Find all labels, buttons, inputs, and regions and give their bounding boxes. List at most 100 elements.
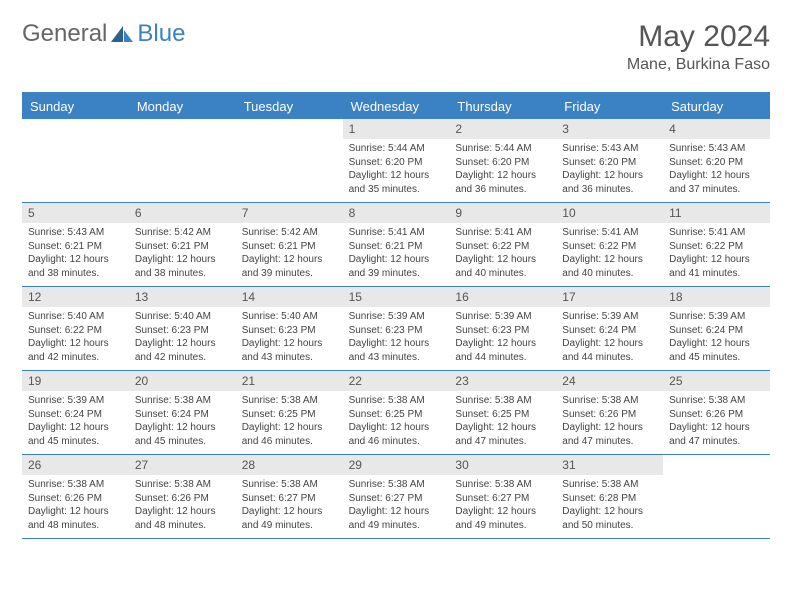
day-details: Sunrise: 5:41 AMSunset: 6:22 PMDaylight:…	[449, 223, 556, 286]
day-number: 7	[236, 203, 343, 223]
day-details: Sunrise: 5:38 AMSunset: 6:27 PMDaylight:…	[236, 475, 343, 538]
day-details: Sunrise: 5:44 AMSunset: 6:20 PMDaylight:…	[343, 139, 450, 202]
day-number: 22	[343, 371, 450, 391]
day-header: Monday	[129, 94, 236, 119]
day-cell: 4Sunrise: 5:43 AMSunset: 6:20 PMDaylight…	[663, 119, 770, 202]
day-cell: 28Sunrise: 5:38 AMSunset: 6:27 PMDayligh…	[236, 455, 343, 538]
week-row: 1Sunrise: 5:44 AMSunset: 6:20 PMDaylight…	[22, 119, 770, 203]
day-cell: 18Sunrise: 5:39 AMSunset: 6:24 PMDayligh…	[663, 287, 770, 370]
day-number: 21	[236, 371, 343, 391]
day-number: 26	[22, 455, 129, 475]
day-cell: 24Sunrise: 5:38 AMSunset: 6:26 PMDayligh…	[556, 371, 663, 454]
day-number: 17	[556, 287, 663, 307]
day-number: 5	[22, 203, 129, 223]
day-details: Sunrise: 5:38 AMSunset: 6:26 PMDaylight:…	[129, 475, 236, 538]
day-details: Sunrise: 5:38 AMSunset: 6:25 PMDaylight:…	[343, 391, 450, 454]
week-row: 12Sunrise: 5:40 AMSunset: 6:22 PMDayligh…	[22, 287, 770, 371]
day-cell: 13Sunrise: 5:40 AMSunset: 6:23 PMDayligh…	[129, 287, 236, 370]
day-cell: 21Sunrise: 5:38 AMSunset: 6:25 PMDayligh…	[236, 371, 343, 454]
day-cell: 9Sunrise: 5:41 AMSunset: 6:22 PMDaylight…	[449, 203, 556, 286]
day-cell: 7Sunrise: 5:42 AMSunset: 6:21 PMDaylight…	[236, 203, 343, 286]
day-number: 15	[343, 287, 450, 307]
day-details: Sunrise: 5:40 AMSunset: 6:23 PMDaylight:…	[236, 307, 343, 370]
logo-text-blue: Blue	[137, 20, 185, 48]
day-number: 29	[343, 455, 450, 475]
day-cell: 25Sunrise: 5:38 AMSunset: 6:26 PMDayligh…	[663, 371, 770, 454]
day-cell: 15Sunrise: 5:39 AMSunset: 6:23 PMDayligh…	[343, 287, 450, 370]
day-headers-row: Sunday Monday Tuesday Wednesday Thursday…	[22, 94, 770, 119]
day-header: Thursday	[449, 94, 556, 119]
day-number: 9	[449, 203, 556, 223]
day-details: Sunrise: 5:44 AMSunset: 6:20 PMDaylight:…	[449, 139, 556, 202]
day-number: 4	[663, 119, 770, 139]
day-details: Sunrise: 5:38 AMSunset: 6:27 PMDaylight:…	[449, 475, 556, 538]
day-number: 10	[556, 203, 663, 223]
day-cell: 26Sunrise: 5:38 AMSunset: 6:26 PMDayligh…	[22, 455, 129, 538]
day-number: 28	[236, 455, 343, 475]
day-details: Sunrise: 5:39 AMSunset: 6:23 PMDaylight:…	[449, 307, 556, 370]
day-details: Sunrise: 5:38 AMSunset: 6:27 PMDaylight:…	[343, 475, 450, 538]
day-details: Sunrise: 5:39 AMSunset: 6:23 PMDaylight:…	[343, 307, 450, 370]
header: General Blue May 2024 Mane, Burkina Faso	[22, 20, 770, 74]
day-number: 8	[343, 203, 450, 223]
day-cell: 30Sunrise: 5:38 AMSunset: 6:27 PMDayligh…	[449, 455, 556, 538]
logo-sail-icon	[109, 24, 135, 44]
day-number: 13	[129, 287, 236, 307]
day-details: Sunrise: 5:38 AMSunset: 6:26 PMDaylight:…	[663, 391, 770, 454]
day-cell: 23Sunrise: 5:38 AMSunset: 6:25 PMDayligh…	[449, 371, 556, 454]
day-details: Sunrise: 5:40 AMSunset: 6:22 PMDaylight:…	[22, 307, 129, 370]
day-details: Sunrise: 5:38 AMSunset: 6:25 PMDaylight:…	[236, 391, 343, 454]
day-number: 20	[129, 371, 236, 391]
day-header: Wednesday	[343, 94, 450, 119]
day-header: Sunday	[22, 94, 129, 119]
month-title: May 2024	[627, 20, 770, 54]
day-cell: 17Sunrise: 5:39 AMSunset: 6:24 PMDayligh…	[556, 287, 663, 370]
day-header: Tuesday	[236, 94, 343, 119]
day-number: 27	[129, 455, 236, 475]
day-cell: 27Sunrise: 5:38 AMSunset: 6:26 PMDayligh…	[129, 455, 236, 538]
day-number: 16	[449, 287, 556, 307]
day-details: Sunrise: 5:41 AMSunset: 6:21 PMDaylight:…	[343, 223, 450, 286]
day-details: Sunrise: 5:43 AMSunset: 6:21 PMDaylight:…	[22, 223, 129, 286]
day-details: Sunrise: 5:41 AMSunset: 6:22 PMDaylight:…	[663, 223, 770, 286]
logo: General Blue	[22, 20, 185, 48]
day-cell	[236, 119, 343, 202]
week-row: 19Sunrise: 5:39 AMSunset: 6:24 PMDayligh…	[22, 371, 770, 455]
day-number: 30	[449, 455, 556, 475]
day-number: 31	[556, 455, 663, 475]
empty-day	[663, 455, 770, 475]
day-cell: 8Sunrise: 5:41 AMSunset: 6:21 PMDaylight…	[343, 203, 450, 286]
day-details: Sunrise: 5:39 AMSunset: 6:24 PMDaylight:…	[663, 307, 770, 370]
day-cell: 11Sunrise: 5:41 AMSunset: 6:22 PMDayligh…	[663, 203, 770, 286]
day-number: 19	[22, 371, 129, 391]
empty-day	[22, 119, 129, 139]
day-cell	[129, 119, 236, 202]
day-details: Sunrise: 5:38 AMSunset: 6:25 PMDaylight:…	[449, 391, 556, 454]
day-cell: 1Sunrise: 5:44 AMSunset: 6:20 PMDaylight…	[343, 119, 450, 202]
day-cell: 31Sunrise: 5:38 AMSunset: 6:28 PMDayligh…	[556, 455, 663, 538]
day-details: Sunrise: 5:38 AMSunset: 6:26 PMDaylight:…	[556, 391, 663, 454]
day-cell: 22Sunrise: 5:38 AMSunset: 6:25 PMDayligh…	[343, 371, 450, 454]
day-cell: 3Sunrise: 5:43 AMSunset: 6:20 PMDaylight…	[556, 119, 663, 202]
day-number: 14	[236, 287, 343, 307]
title-block: May 2024 Mane, Burkina Faso	[627, 20, 770, 74]
day-details: Sunrise: 5:40 AMSunset: 6:23 PMDaylight:…	[129, 307, 236, 370]
calendar: Sunday Monday Tuesday Wednesday Thursday…	[22, 92, 770, 539]
day-header: Friday	[556, 94, 663, 119]
day-number: 1	[343, 119, 450, 139]
day-cell: 2Sunrise: 5:44 AMSunset: 6:20 PMDaylight…	[449, 119, 556, 202]
day-number: 11	[663, 203, 770, 223]
day-details: Sunrise: 5:38 AMSunset: 6:24 PMDaylight:…	[129, 391, 236, 454]
day-cell: 19Sunrise: 5:39 AMSunset: 6:24 PMDayligh…	[22, 371, 129, 454]
day-cell: 5Sunrise: 5:43 AMSunset: 6:21 PMDaylight…	[22, 203, 129, 286]
day-cell: 20Sunrise: 5:38 AMSunset: 6:24 PMDayligh…	[129, 371, 236, 454]
day-number: 12	[22, 287, 129, 307]
day-cell: 16Sunrise: 5:39 AMSunset: 6:23 PMDayligh…	[449, 287, 556, 370]
day-details: Sunrise: 5:42 AMSunset: 6:21 PMDaylight:…	[236, 223, 343, 286]
day-details: Sunrise: 5:43 AMSunset: 6:20 PMDaylight:…	[556, 139, 663, 202]
day-cell: 10Sunrise: 5:41 AMSunset: 6:22 PMDayligh…	[556, 203, 663, 286]
day-number: 25	[663, 371, 770, 391]
logo-text-general: General	[22, 20, 107, 48]
day-details: Sunrise: 5:43 AMSunset: 6:20 PMDaylight:…	[663, 139, 770, 202]
day-number: 24	[556, 371, 663, 391]
